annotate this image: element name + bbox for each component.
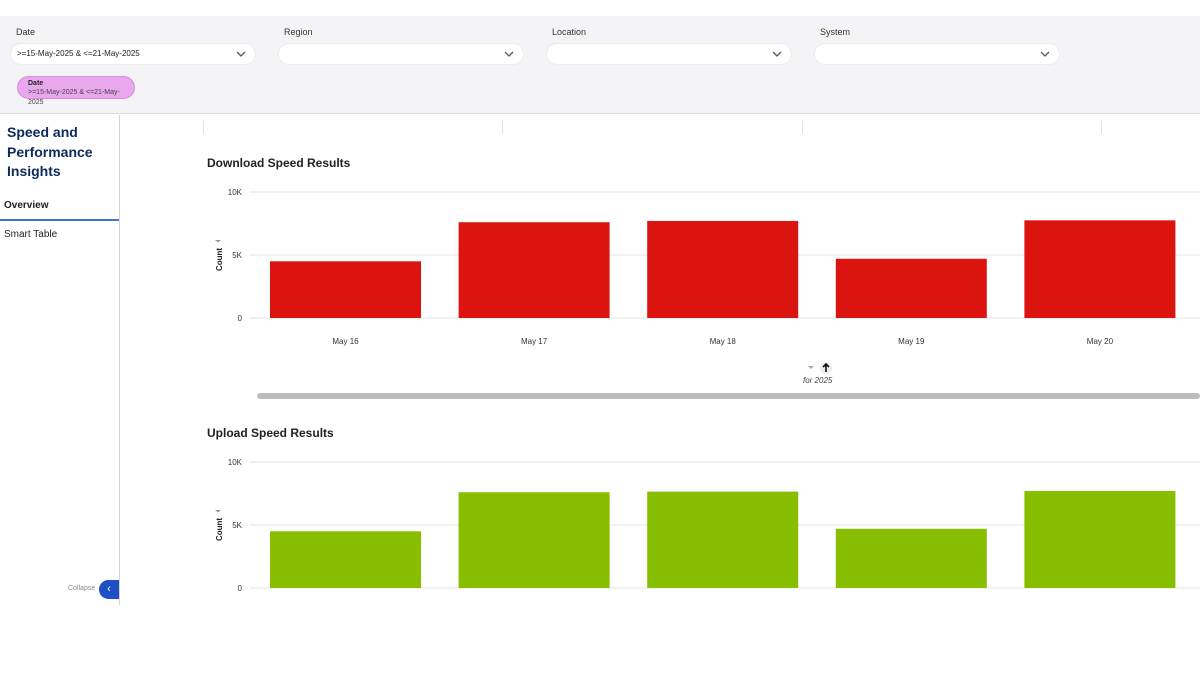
date-select[interactable]: >=15-May-2025 & <=21-May-2025 [10,43,256,65]
x-tick-label: May 19 [898,337,925,346]
range-buttons [808,362,832,374]
horizontal-scrollbar[interactable] [257,393,1200,399]
chevron-left-icon: ‹ [107,583,111,595]
bar-may-16[interactable] [270,531,421,588]
upload-speed-chart: 0 5K 10K Count [215,458,1200,593]
arrow-up-icon [822,362,830,372]
divider [502,120,503,134]
y-axis-label: Count [215,248,224,271]
y-tick-label: 0 [238,584,243,593]
download-chart-title: Download Speed Results [207,156,351,170]
bar-may-18[interactable] [647,220,799,318]
filter-system: System [814,27,1060,65]
filter-date: Date >=15-May-2025 & <=21-May-2025 [10,27,256,65]
range-controls: for 2025 [800,361,850,389]
chip-title: Date [28,80,44,87]
divider [203,120,204,134]
x-tick-label: May 18 [710,337,737,346]
filter-bar: Date >=15-May-2025 & <=21-May-2025 Regio… [0,16,1200,114]
nav-item-overview[interactable]: Overview [4,200,49,211]
bar-may-19[interactable] [835,258,987,318]
active-tab-indicator [0,219,119,221]
upload-chart-title: Upload Speed Results [207,426,334,440]
filter-region: Region [278,27,524,65]
x-tick-label: May 20 [1087,337,1114,346]
bar-may-17[interactable] [458,222,610,318]
bar-may-19[interactable] [835,528,987,588]
chevron-down-icon [236,51,246,57]
x-tick-label: May 16 [332,337,359,346]
y-tick-label: 10K [228,458,243,467]
collapse-label: Collapse [68,585,96,592]
region-select[interactable] [278,43,524,65]
y-tick-label: 5K [232,521,242,530]
system-select[interactable] [814,43,1060,65]
divider [1101,120,1102,134]
filter-date-label: Date [16,27,36,37]
bar-may-20[interactable] [1024,490,1176,588]
collapse-button[interactable]: ‹ [99,580,119,599]
bar-may-20[interactable] [1024,220,1176,318]
x-tick-label: May 17 [521,337,548,346]
bar-may-18[interactable] [647,491,799,588]
download-speed-chart: 0 5K 10K Count May 16 May 17 May 18 May 19 May 2… [215,188,1200,346]
y-tick-label: 5K [232,251,242,260]
axis-sort-icon [215,510,221,513]
chevron-down-icon [1040,51,1050,57]
axis-sort-icon [215,240,221,243]
chevron-down-icon [504,51,514,57]
bar-may-17[interactable] [458,492,610,588]
filter-region-label: Region [284,27,313,37]
chevron-down-icon [772,51,782,57]
filter-location-label: Location [552,27,587,37]
location-select[interactable] [546,43,792,65]
y-tick-label: 10K [228,188,243,197]
bar-may-16[interactable] [270,261,421,318]
nav-item-smart-table[interactable]: Smart Table [4,229,58,240]
date-select-value: >=15-May-2025 & <=21-May-2025 [17,49,140,58]
app-title: Speed and Performance Insights [7,124,93,179]
y-tick-label: 0 [238,314,243,323]
sidebar: Speed and Performance Insights Overview … [0,115,120,605]
range-label: for 2025 [803,376,833,385]
chip-value: >=15-May-2025 & <=21-May-2025 [28,89,120,106]
filter-system-label: System [820,27,851,37]
y-axis-label: Count [215,518,224,541]
divider [802,120,803,134]
active-filter-chip[interactable]: Date >=15-May-2025 & <=21-May-2025 [17,76,135,106]
range-down-icon[interactable] [808,366,814,369]
filter-location: Location [546,27,792,65]
